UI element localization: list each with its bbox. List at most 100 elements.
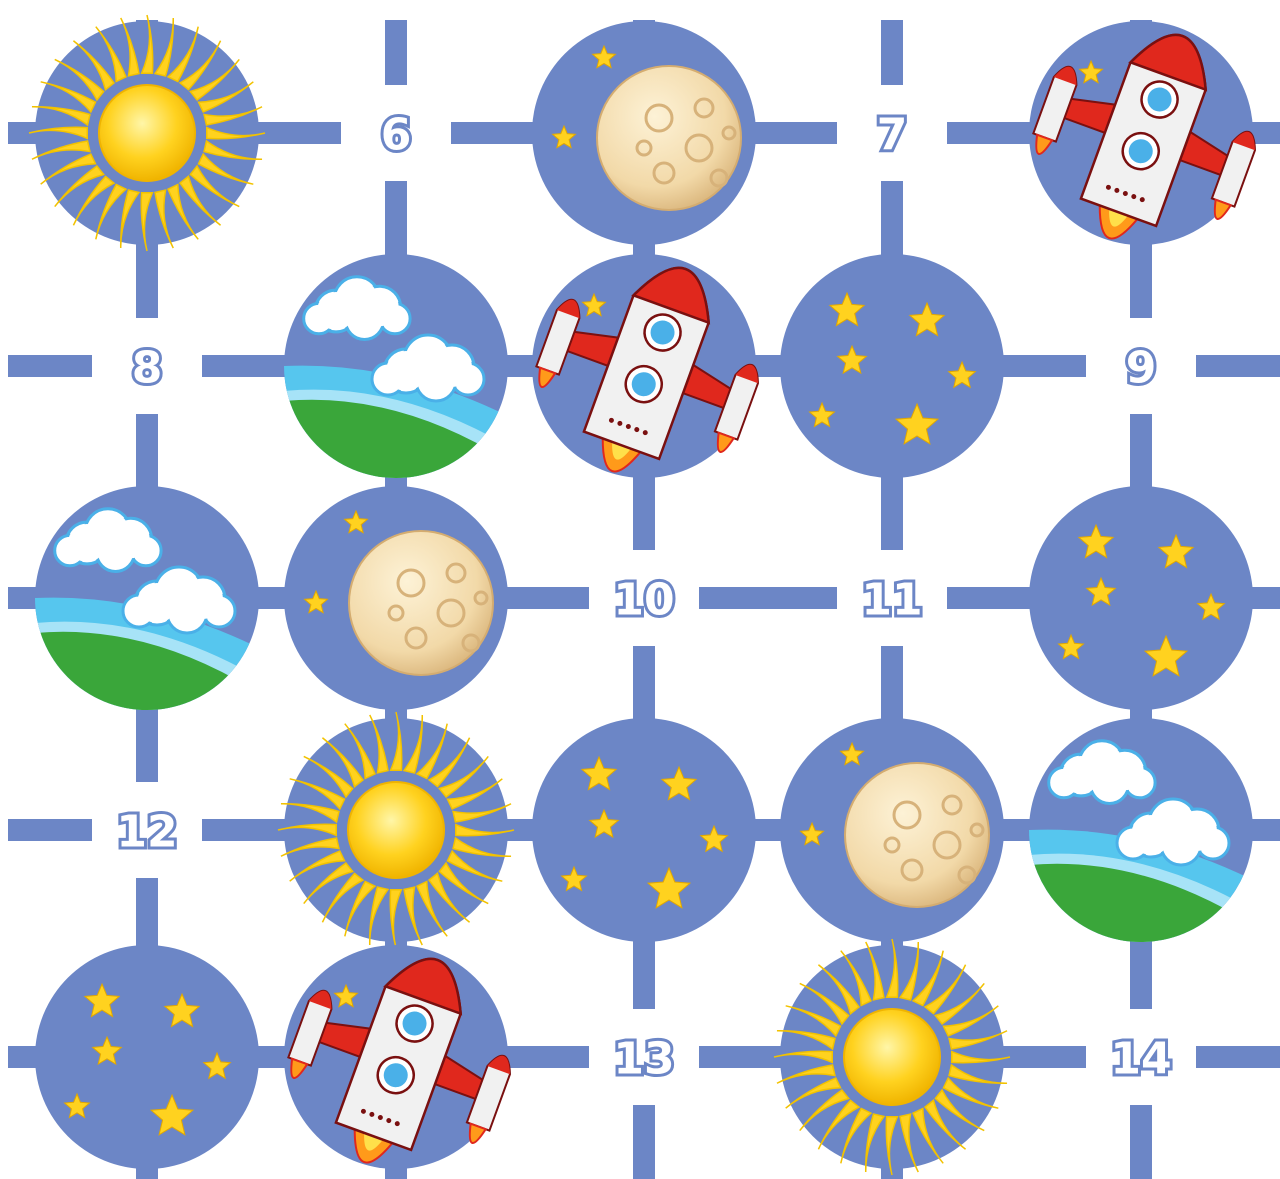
rocket-icon xyxy=(1029,21,1256,245)
stars-icon xyxy=(35,945,259,1169)
star-icon xyxy=(581,292,607,317)
space-number-label: 8 xyxy=(132,343,163,394)
sun-rays xyxy=(277,711,515,949)
crater-icon xyxy=(445,562,467,584)
star-icon xyxy=(1196,592,1226,621)
star-icon xyxy=(660,765,698,801)
rocket-ship xyxy=(535,266,759,473)
rocket-window xyxy=(1128,139,1153,164)
star-icon xyxy=(646,866,692,909)
moon-icon xyxy=(532,21,756,245)
grass-icon xyxy=(35,631,259,710)
sun-rays xyxy=(773,938,1011,1176)
star-icon xyxy=(560,865,588,892)
sun-rays xyxy=(28,14,266,252)
crater-icon xyxy=(644,103,674,133)
label-gap xyxy=(589,550,699,646)
crater-icon xyxy=(709,168,729,188)
space-number-label: 7 xyxy=(877,110,908,161)
label-gap xyxy=(341,85,451,181)
star-icon xyxy=(343,509,369,534)
star-icon xyxy=(91,1035,123,1066)
star-icon xyxy=(1077,523,1115,559)
sun-icon xyxy=(28,14,266,252)
grass-icon xyxy=(284,399,508,478)
sun-icon xyxy=(277,711,515,949)
label-gap xyxy=(589,1009,699,1105)
star-icon xyxy=(1143,634,1189,677)
earth-clouds-icon xyxy=(284,254,508,478)
rocket-window xyxy=(402,1011,427,1036)
rocket-window xyxy=(383,1063,408,1088)
rocket-icon xyxy=(284,945,511,1169)
star-icon xyxy=(163,992,201,1028)
star-icon xyxy=(1085,576,1117,607)
crater-icon xyxy=(932,830,962,860)
rocket-ship xyxy=(1032,33,1256,240)
label-gap xyxy=(837,550,947,646)
crater-icon xyxy=(900,858,924,882)
star-icon xyxy=(908,301,946,337)
star-icon xyxy=(699,824,729,853)
cloud-icon xyxy=(1047,739,1157,805)
rocket-nose xyxy=(631,266,711,325)
moon-icon xyxy=(284,486,508,710)
crater-icon xyxy=(404,626,428,650)
crater-icon xyxy=(436,598,466,628)
earth-clouds-icon xyxy=(1029,718,1253,942)
label-gap xyxy=(837,85,947,181)
cloud-icon xyxy=(53,507,163,573)
star-icon xyxy=(1057,633,1085,660)
label-gap xyxy=(1086,1009,1196,1105)
star-icon xyxy=(83,982,121,1018)
crater-icon xyxy=(635,139,653,157)
star-icon xyxy=(303,589,329,614)
space-number-label: 13 xyxy=(613,1034,674,1085)
rocket-window xyxy=(631,372,656,397)
star-icon xyxy=(333,983,359,1008)
star-icon xyxy=(202,1051,232,1080)
rocket-ship xyxy=(287,957,511,1164)
space-number-label: 10 xyxy=(613,575,674,626)
crater-icon xyxy=(396,568,426,598)
moon-icon xyxy=(780,718,1004,942)
cloud-icon xyxy=(121,565,237,635)
rocket-window xyxy=(650,320,675,345)
grass-icon xyxy=(1029,863,1253,942)
star-icon xyxy=(799,821,825,846)
sun-icon xyxy=(773,938,1011,1176)
crater-icon xyxy=(721,125,737,141)
crater-icon xyxy=(941,794,963,816)
crater-icon xyxy=(969,822,985,838)
star-icon xyxy=(828,291,866,327)
star-icon xyxy=(551,124,577,149)
rocket-window xyxy=(1147,87,1172,112)
space-number-label: 11 xyxy=(861,575,922,626)
star-icon xyxy=(836,344,868,375)
crater-icon xyxy=(883,836,901,854)
star-icon xyxy=(808,401,836,428)
cloud-icon xyxy=(370,333,486,403)
crater-icon xyxy=(957,865,977,885)
label-gap xyxy=(92,318,202,414)
label-gap xyxy=(1086,318,1196,414)
star-icon xyxy=(839,741,865,766)
rocket-icon xyxy=(532,254,759,478)
space-number-label: 9 xyxy=(1126,343,1157,394)
stars-icon xyxy=(1029,486,1253,710)
rocket-nose xyxy=(383,957,463,1016)
stars-icon xyxy=(780,254,1004,478)
star-icon xyxy=(149,1093,195,1136)
cloud-icon xyxy=(302,275,412,341)
rocket-nose xyxy=(1128,33,1208,92)
space-number-label: 14 xyxy=(1110,1034,1171,1085)
label-layer: 6 7 8 9 10 11 12 13 14 xyxy=(92,85,1196,1105)
star-icon xyxy=(1078,59,1104,84)
crater-icon xyxy=(693,97,715,119)
tile-layer xyxy=(28,14,1256,1176)
star-icon xyxy=(1157,533,1195,569)
crater-icon xyxy=(461,633,481,653)
earth-clouds-icon xyxy=(35,486,259,710)
crater-icon xyxy=(473,590,489,606)
